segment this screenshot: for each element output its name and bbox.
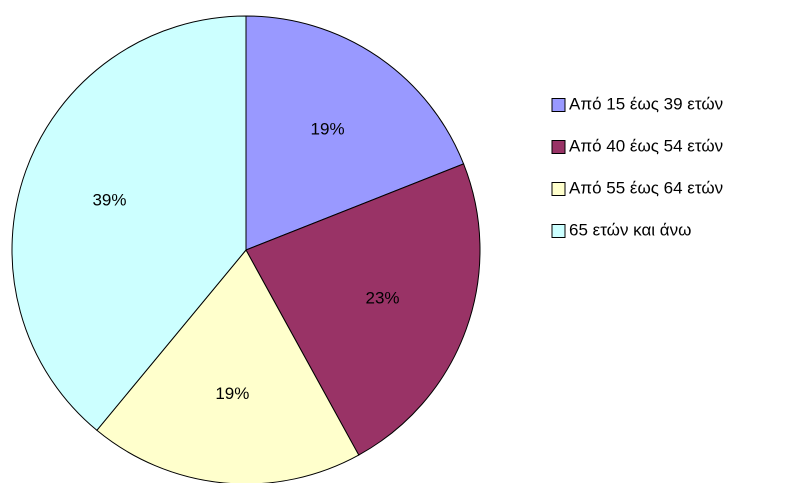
data-label: 23% [365,289,399,308]
pie-slice [11,15,247,432]
legend-swatch [551,224,566,238]
legend-label: Από 55 έως 64 ετών [569,178,723,197]
legend-swatch [551,98,566,112]
pie-slice [245,15,465,251]
legend-swatch [551,140,566,154]
legend-swatch [551,182,566,196]
legend-label: Από 40 έως 54 ετών [569,136,723,155]
legend-label: 65 ετών και άνω [569,220,691,239]
data-label: 39% [92,190,126,209]
data-label: 19% [311,119,345,138]
pie-slice [245,163,481,456]
legend-label: Από 15 έως 39 ετών [569,94,723,113]
data-label: 19% [215,384,249,403]
